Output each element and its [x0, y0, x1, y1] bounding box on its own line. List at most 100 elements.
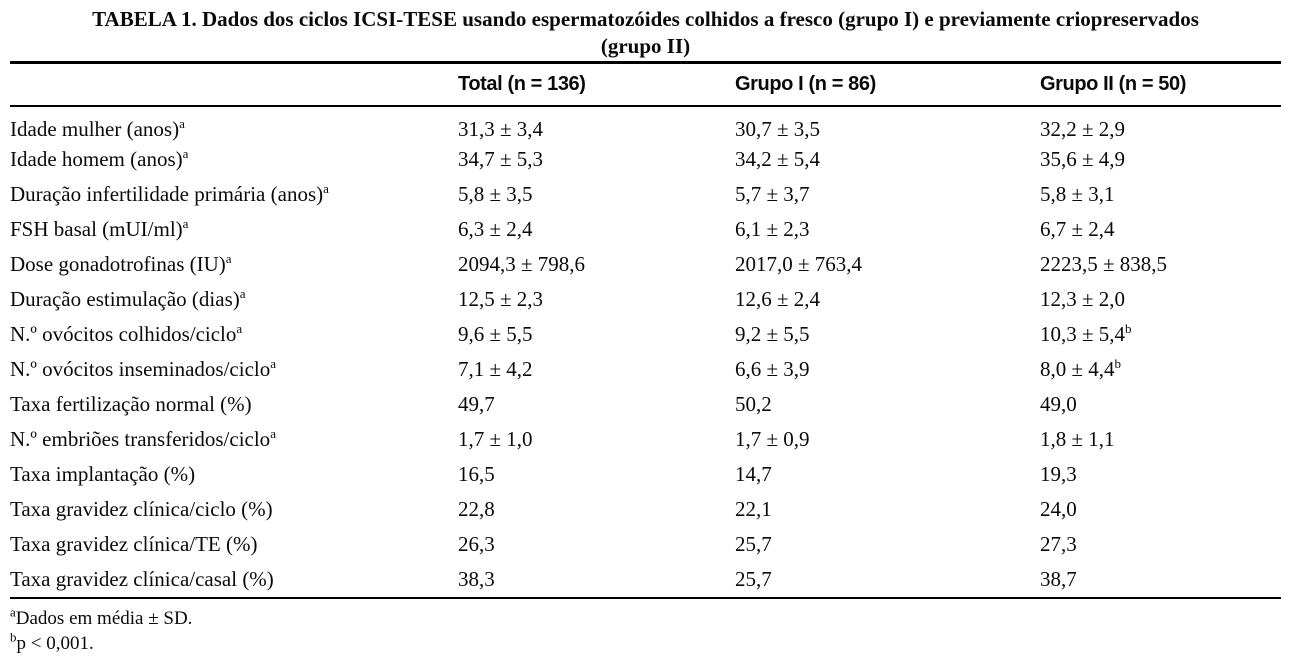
cell-total-value: 38,3 — [458, 567, 495, 591]
row-label: Duração infertilidade primária (anos) — [10, 182, 324, 206]
cell-grupo-1: 30,7 ± 3,5 — [735, 106, 1040, 142]
cell-grupo-2-value: 49,0 — [1040, 392, 1077, 416]
footnote-a-marker: a — [10, 604, 16, 620]
footnote-b: bp < 0,001. — [10, 631, 1291, 656]
table-row: Idade homem (anos)a 34,7 ± 5,3 34,2 ± 5,… — [10, 142, 1281, 177]
cell-grupo-2: 38,7 — [1040, 562, 1281, 597]
row-label: FSH basal (mUI/ml) — [10, 217, 183, 241]
row-label-sup: a — [179, 116, 185, 131]
cell-grupo-2-value: 19,3 — [1040, 462, 1077, 486]
table-row: Taxa gravidez clínica/ciclo (%) 22,8 22,… — [10, 492, 1281, 527]
cell-grupo-1: 5,7 ± 3,7 — [735, 177, 1040, 212]
row-label: Duração estimulação (dias) — [10, 287, 240, 311]
cell-total: 34,7 ± 5,3 — [458, 142, 735, 177]
cell-grupo-1-value: 5,7 ± 3,7 — [735, 182, 810, 206]
table-row: N.º embriões transferidos/cicloa 1,7 ± 1… — [10, 422, 1281, 457]
cell-total-value: 2094,3 ± 798,6 — [458, 252, 586, 276]
row-label-sup: a — [182, 146, 189, 161]
cell-grupo-1-value: 6,1 ± 2,3 — [735, 217, 810, 241]
cell-total-value: 26,3 — [458, 532, 495, 556]
cell-grupo-2: 24,0 — [1040, 492, 1281, 527]
cell-grupo-2: 6,7 ± 2,4 — [1040, 212, 1281, 247]
row-label-sup: a — [239, 286, 246, 301]
table-row: Duração estimulação (dias)a 12,5 ± 2,3 1… — [10, 282, 1281, 317]
table-row: Taxa implantação (%) 16,5 14,7 19,3 — [10, 457, 1281, 492]
row-label: Idade homem (anos) — [10, 147, 183, 171]
header-total: Total (n = 136) — [458, 64, 735, 107]
table-row: Taxa gravidez clínica/casal (%) 38,3 25,… — [10, 562, 1281, 597]
row-label-sup: a — [182, 216, 189, 231]
cell-total: 6,3 ± 2,4 — [458, 212, 735, 247]
header-row: Total (n = 136) Grupo I (n = 86) Grupo I… — [10, 64, 1281, 107]
cell-grupo-1: 12,6 ± 2,4 — [735, 282, 1040, 317]
cell-grupo-1-value: 1,7 ± 0,9 — [735, 427, 810, 451]
cell-grupo-1: 9,2 ± 5,5 — [735, 317, 1040, 352]
table-header: Total (n = 136) Grupo I (n = 86) Grupo I… — [10, 64, 1281, 107]
header-grupo-1: Grupo I (n = 86) — [735, 64, 1040, 107]
cell-grupo-1-value: 30,7 ± 3,5 — [735, 117, 821, 141]
cell-total: 38,3 — [458, 562, 735, 597]
cell-total-value: 12,5 ± 2,3 — [458, 287, 544, 311]
cell-grupo-1-value: 50,2 — [735, 392, 772, 416]
cell-total: 26,3 — [458, 527, 735, 562]
row-label-cell: N.º ovócitos inseminados/cicloa — [10, 352, 458, 387]
cell-grupo-2: 35,6 ± 4,9 — [1040, 142, 1281, 177]
cell-total-value: 16,5 — [458, 462, 495, 486]
cell-grupo-2-value: 32,2 ± 2,9 — [1040, 117, 1126, 141]
cell-grupo-2: 32,2 ± 2,9 — [1040, 106, 1281, 142]
row-label: Dose gonadotrofinas (IU) — [10, 252, 226, 276]
cell-grupo-2-value: 35,6 ± 4,9 — [1040, 147, 1126, 171]
table-row: Idade mulher (anos)a 31,3 ± 3,4 30,7 ± 3… — [10, 106, 1281, 142]
row-label: Taxa gravidez clínica/casal (%) — [10, 567, 274, 591]
table-row: Taxa fertilização normal (%) 49,7 50,2 4… — [10, 387, 1281, 422]
row-label-cell: Dose gonadotrofinas (IU)a — [10, 247, 458, 282]
cell-grupo-1-value: 6,6 ± 3,9 — [735, 357, 810, 381]
cell-grupo-2-value: 2223,5 ± 838,5 — [1040, 252, 1168, 276]
row-label: Taxa gravidez clínica/ciclo (%) — [10, 497, 273, 521]
cell-grupo-2-value: 38,7 — [1040, 567, 1077, 591]
cell-total: 22,8 — [458, 492, 735, 527]
cell-grupo-2-sup: b — [1114, 356, 1122, 371]
row-label-cell: N.º ovócitos colhidos/cicloa — [10, 317, 458, 352]
cell-grupo-2-value: 5,8 ± 3,1 — [1040, 182, 1115, 206]
row-label-cell: Taxa gravidez clínica/TE (%) — [10, 527, 458, 562]
row-label-cell: Taxa gravidez clínica/ciclo (%) — [10, 492, 458, 527]
cell-grupo-1: 22,1 — [735, 492, 1040, 527]
cell-grupo-2-value: 1,8 ± 1,1 — [1040, 427, 1115, 451]
cell-grupo-2-value: 12,3 ± 2,0 — [1040, 287, 1126, 311]
table-row: N.º ovócitos inseminados/cicloa 7,1 ± 4,… — [10, 352, 1281, 387]
cell-total: 16,5 — [458, 457, 735, 492]
cell-grupo-1-value: 34,2 ± 5,4 — [735, 147, 821, 171]
cell-grupo-1: 14,7 — [735, 457, 1040, 492]
cell-total-value: 5,8 ± 3,5 — [458, 182, 533, 206]
row-label-sup: a — [270, 356, 277, 371]
cell-total: 9,6 ± 5,5 — [458, 317, 735, 352]
cell-total: 49,7 — [458, 387, 735, 422]
cell-grupo-2-sup: b — [1125, 321, 1132, 336]
table-row: Taxa gravidez clínica/TE (%) 26,3 25,7 2… — [10, 527, 1281, 562]
footnote-a: aDados em média ± SD. — [10, 606, 1291, 631]
cell-grupo-1: 34,2 ± 5,4 — [735, 142, 1040, 177]
header-parameter — [10, 64, 458, 107]
row-label: Taxa gravidez clínica/TE (%) — [10, 532, 258, 556]
bottom-rule — [10, 597, 1281, 599]
cell-grupo-2-value: 6,7 ± 2,4 — [1040, 217, 1115, 241]
cell-grupo-2-value: 24,0 — [1040, 497, 1077, 521]
footnote-b-marker: b — [10, 629, 17, 645]
cell-total-value: 9,6 ± 5,5 — [458, 322, 533, 346]
cell-grupo-2: 19,3 — [1040, 457, 1281, 492]
top-rule — [10, 61, 1281, 64]
cell-grupo-1: 6,6 ± 3,9 — [735, 352, 1040, 387]
cell-grupo-1: 25,7 — [735, 527, 1040, 562]
row-label: Idade mulher (anos) — [10, 117, 180, 141]
row-label: Taxa implantação (%) — [10, 462, 196, 486]
footnote-a-text: Dados em média ± SD. — [15, 608, 193, 629]
row-label-cell: N.º embriões transferidos/cicloa — [10, 422, 458, 457]
cell-grupo-1: 6,1 ± 2,3 — [735, 212, 1040, 247]
cell-grupo-2-value: 27,3 — [1040, 532, 1077, 556]
cell-total: 7,1 ± 4,2 — [458, 352, 735, 387]
cell-grupo-1: 25,7 — [735, 562, 1040, 597]
cell-grupo-2-value: 8,0 ± 4,4 — [1040, 357, 1115, 381]
cell-grupo-1-value: 25,7 — [735, 567, 772, 591]
